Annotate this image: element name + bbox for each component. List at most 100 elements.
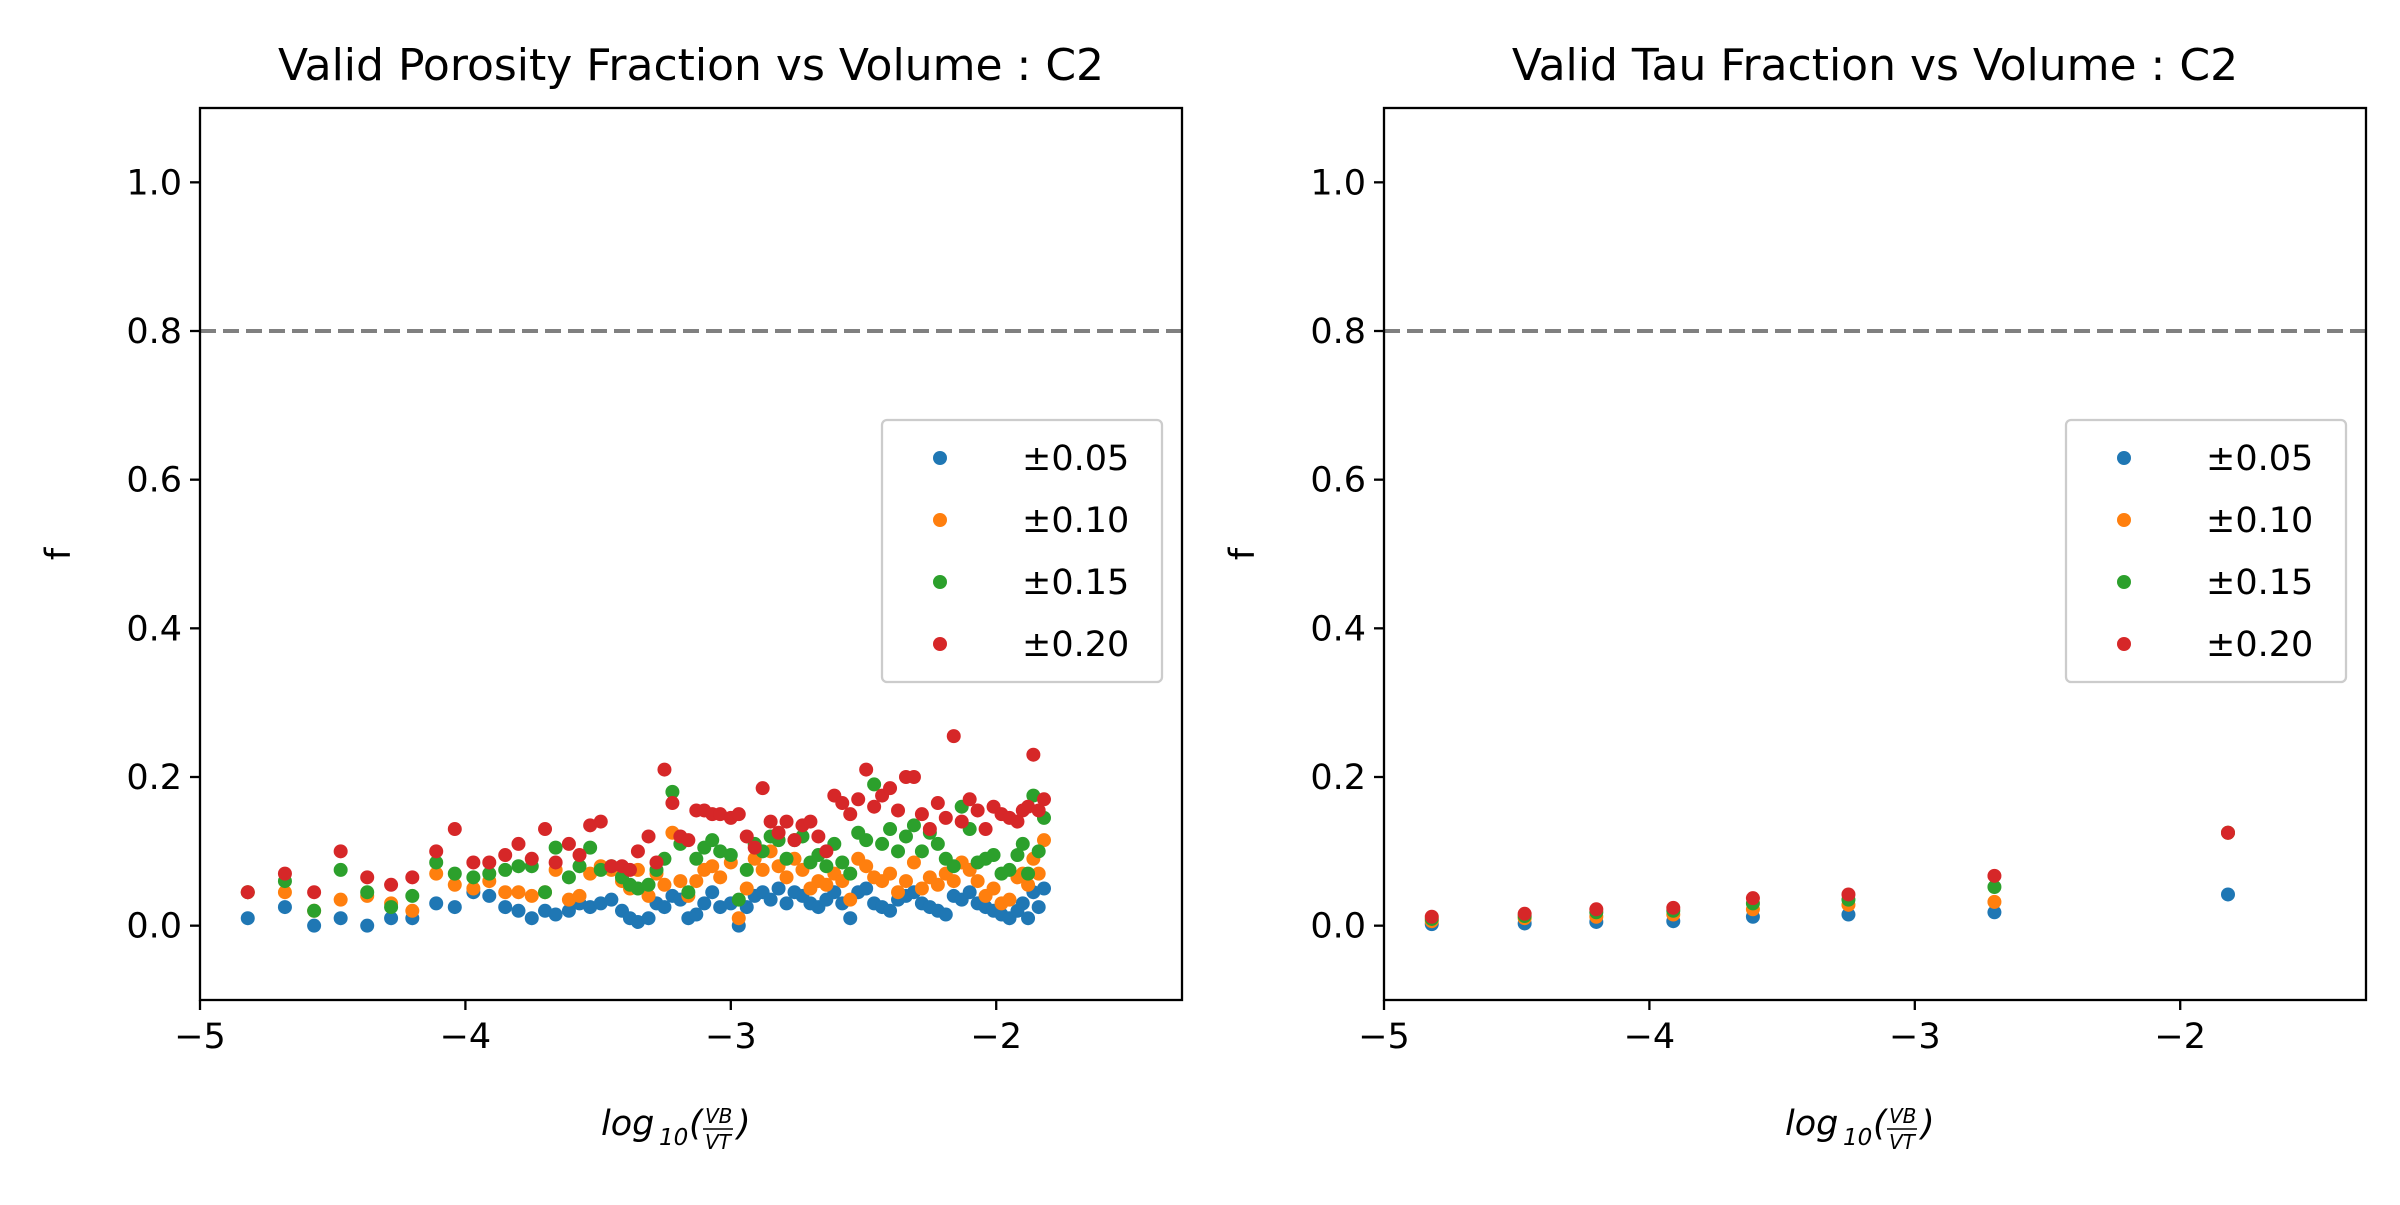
data-point <box>739 881 754 896</box>
data-point <box>333 892 348 907</box>
data-point <box>384 900 399 915</box>
data-point <box>978 822 993 837</box>
data-point <box>583 818 598 833</box>
legend-marker <box>933 513 947 527</box>
x-label-open-paren: ( <box>689 1104 704 1144</box>
data-point <box>561 892 576 907</box>
data-point <box>2220 825 2235 840</box>
legend-label: ±0.15 <box>1022 563 1129 603</box>
data-point <box>548 840 563 855</box>
data-point <box>705 885 720 900</box>
data-point <box>1841 887 1856 902</box>
data-point <box>946 859 961 874</box>
data-point <box>572 859 587 874</box>
data-point <box>859 833 874 848</box>
data-point <box>511 885 526 900</box>
data-point <box>906 855 921 870</box>
data-point <box>277 885 292 900</box>
data-point <box>482 866 497 881</box>
y-tick-label: 0.4 <box>1310 609 1366 649</box>
legend-label: ±0.10 <box>1022 501 1129 541</box>
data-point <box>405 870 420 885</box>
data-point <box>538 903 553 918</box>
data-point <box>891 803 906 818</box>
y-tick-label: 0.0 <box>1310 907 1366 947</box>
data-point <box>524 888 539 903</box>
x-label-numerator: VB <box>1889 1104 1916 1128</box>
legend-marker <box>933 637 947 651</box>
data-point <box>630 844 645 859</box>
y-tick-label: 0.8 <box>1310 312 1366 352</box>
data-point <box>1002 862 1017 877</box>
data-point <box>771 881 786 896</box>
data-point <box>930 877 945 892</box>
data-point <box>447 877 462 892</box>
data-point <box>641 911 656 926</box>
data-point <box>1015 896 1030 911</box>
axes-frame <box>1382 106 2368 1002</box>
data-point <box>681 885 696 900</box>
data-point <box>538 822 553 837</box>
data-point <box>405 888 420 903</box>
data-point <box>657 877 672 892</box>
data-point <box>883 822 898 837</box>
x-tick-label: −2 <box>2154 1017 2206 1057</box>
data-point <box>604 859 619 874</box>
data-point <box>859 881 874 896</box>
data-point <box>755 862 770 877</box>
data-point <box>561 903 576 918</box>
data-point <box>429 844 444 859</box>
data-point <box>307 903 322 918</box>
data-point <box>1021 877 1036 892</box>
chart-panel-1: −5 −4 −3 −2 0.0 0.2 0.4 0.6 0.8 1.0 Valid Tau Frac… <box>1223 40 2368 1154</box>
data-point <box>524 851 539 866</box>
data-point <box>898 829 913 844</box>
data-point <box>429 896 444 911</box>
series-1 <box>240 825 1051 926</box>
series-2 <box>1424 825 2235 926</box>
chart-panel-0: −5 −4 −3 −2 0.0 0.2 0.4 0.6 0.8 1.0 Valid Porosity… <box>39 40 1184 1154</box>
data-point <box>561 836 576 851</box>
data-point <box>938 907 953 922</box>
y-tick-label: 0.8 <box>126 312 182 352</box>
x-tick-label: −2 <box>970 1017 1022 1057</box>
legend-marker <box>2117 637 2131 651</box>
data-point <box>1021 911 1036 926</box>
data-point <box>779 896 794 911</box>
data-point <box>240 911 255 926</box>
legend-label: ±0.20 <box>1022 625 1129 665</box>
data-point <box>641 877 656 892</box>
data-point <box>819 877 834 892</box>
data-point <box>1031 844 1046 859</box>
y-tick-label: 1.0 <box>126 163 182 203</box>
data-point <box>906 818 921 833</box>
data-point <box>548 855 563 870</box>
axes-frame <box>198 106 1184 1002</box>
data-point <box>277 866 292 881</box>
y-axis-label: f <box>39 547 79 560</box>
data-point <box>970 803 985 818</box>
data-point <box>405 903 420 918</box>
data-point <box>705 859 720 874</box>
data-point <box>466 870 481 885</box>
data-point <box>429 866 444 881</box>
data-point <box>723 848 738 863</box>
data-point <box>1666 900 1681 915</box>
legend-marker <box>933 575 947 589</box>
legend-marker <box>2117 575 2131 589</box>
data-point <box>843 892 858 907</box>
data-point <box>1841 907 1856 922</box>
legend-box <box>880 418 1164 684</box>
data-point <box>1002 892 1017 907</box>
data-point <box>384 911 399 926</box>
data-point <box>447 866 462 881</box>
data-point <box>307 885 322 900</box>
data-point <box>673 874 688 889</box>
data-point <box>665 796 680 811</box>
chart-title: Valid Tau Fraction vs Volume : C2 <box>1512 40 2238 91</box>
x-label-denominator: VT <box>705 1130 733 1154</box>
data-point <box>962 885 977 900</box>
data-point <box>384 877 399 892</box>
data-point <box>1745 891 1760 906</box>
